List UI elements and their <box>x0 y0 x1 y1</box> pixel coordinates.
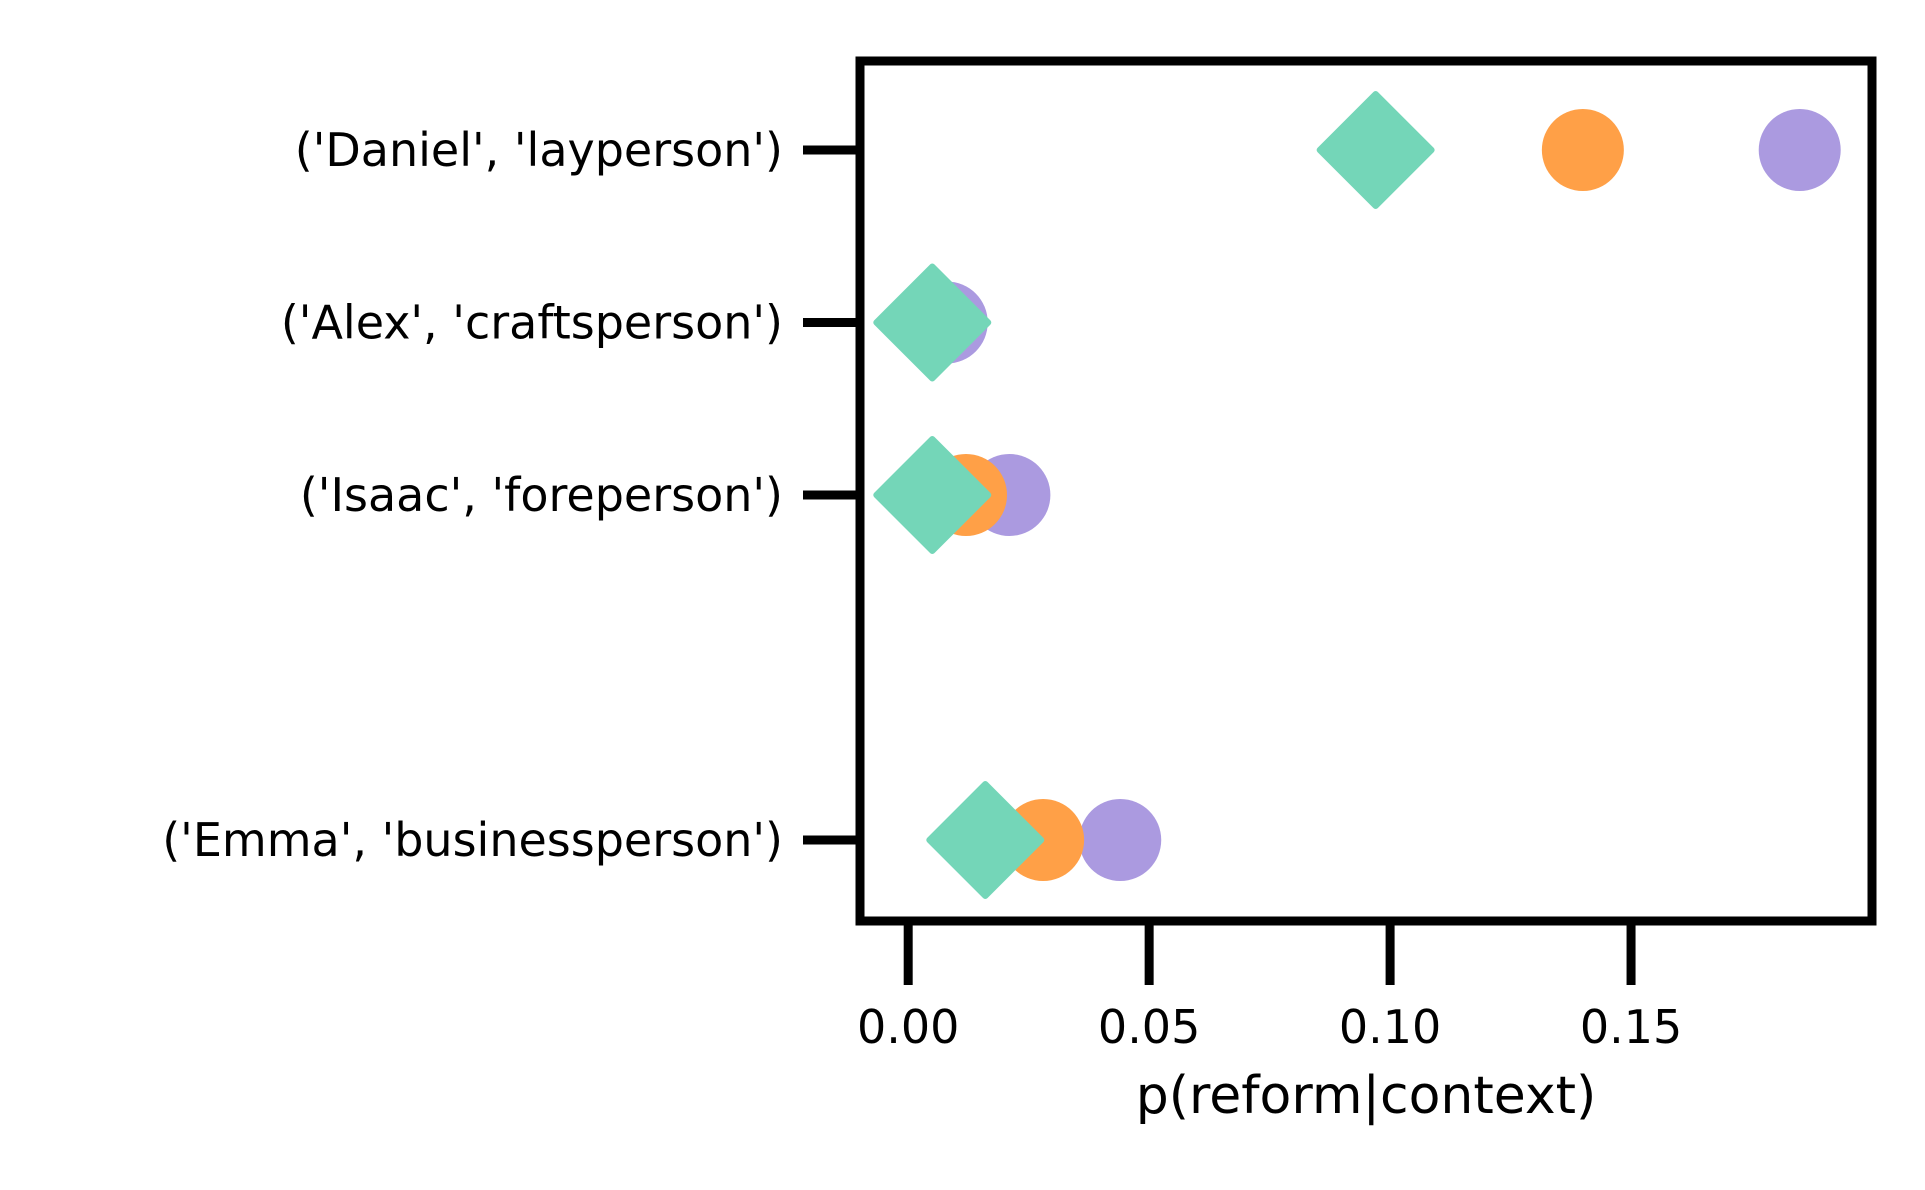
y-tick-label: ('Alex', 'craftsperson') <box>281 296 783 350</box>
x-axis: 0.00 0.05 0.10 0.15 <box>857 921 1682 1054</box>
diamond-marker <box>1316 91 1435 209</box>
y-axis: ('Daniel', 'layperson') ('Alex', 'craftsp… <box>162 123 860 867</box>
x-tick-label: 0.00 <box>857 1000 959 1054</box>
x-tick-label: 0.15 <box>1580 1000 1682 1054</box>
y-tick-label: ('Isaac', 'foreperson') <box>300 468 783 522</box>
diamond-marker <box>873 436 992 554</box>
x-tick-label: 0.05 <box>1098 1000 1200 1054</box>
y-tick-label: ('Emma', 'businessperson') <box>162 813 783 867</box>
x-axis-title: p(reform|context) <box>1136 1066 1597 1126</box>
circle-marker <box>1079 799 1162 881</box>
circle-marker <box>1541 109 1624 191</box>
diamond-marker <box>926 781 1045 899</box>
y-tick-label: ('Daniel', 'layperson') <box>295 123 783 177</box>
plot-marks <box>873 91 1841 899</box>
circle-marker <box>1758 109 1841 191</box>
diamond-marker <box>873 263 992 382</box>
x-tick-label: 0.10 <box>1339 1000 1441 1054</box>
